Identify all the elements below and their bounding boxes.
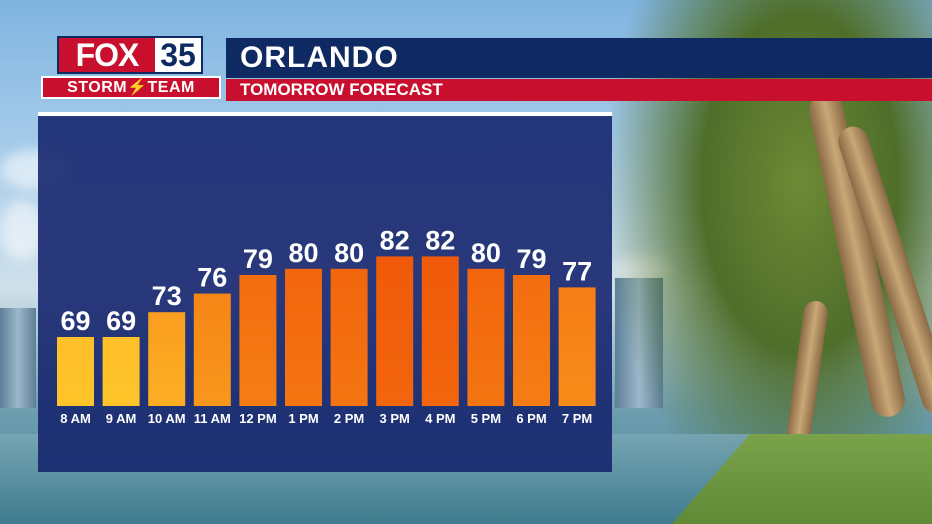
value-label: 82 bbox=[425, 225, 455, 255]
tick-label: 11 AM bbox=[194, 411, 231, 426]
bar-7-pm bbox=[558, 287, 596, 406]
value-label: 82 bbox=[380, 225, 410, 255]
logo-fox-text: FOX bbox=[59, 38, 155, 72]
cloud bbox=[0, 200, 45, 260]
tick-label: 1 PM bbox=[288, 411, 318, 426]
tick-label: 5 PM bbox=[471, 411, 501, 426]
storm-team-tagline: STORM⚡TEAM bbox=[41, 76, 221, 99]
tick-labels-group: 8 AM 9 AM 10 AM 11 AM 12 PM 1 PM 2 PM 3 PM 4 PM 5… bbox=[60, 411, 592, 426]
value-label: 77 bbox=[562, 256, 592, 286]
location-title: ORLANDO bbox=[240, 41, 399, 74]
subtitle-bar: TOMORROW FORECAST bbox=[226, 79, 932, 101]
skyscraper bbox=[0, 308, 36, 408]
value-label: 69 bbox=[106, 306, 136, 336]
tick-label: 7 PM bbox=[562, 411, 592, 426]
chart-panel: 69 69 73 76 79 80 80 82 82 80 79 77 8 AM 9 AM 10 AM 11… bbox=[38, 116, 612, 472]
value-label: 73 bbox=[152, 281, 182, 311]
value-label: 80 bbox=[471, 238, 501, 268]
logo-channel-number: 35 bbox=[160, 37, 196, 73]
tick-label: 8 AM bbox=[60, 411, 91, 426]
tick-label: 10 AM bbox=[148, 411, 186, 426]
value-label: 76 bbox=[197, 263, 227, 293]
bar-1-pm bbox=[285, 268, 322, 406]
bar-12-pm bbox=[239, 275, 277, 406]
bar-8-am bbox=[57, 337, 94, 406]
value-label: 79 bbox=[516, 244, 546, 274]
panel-top-rule bbox=[38, 112, 612, 117]
bar-4-pm bbox=[421, 256, 459, 406]
bar-9-am bbox=[102, 337, 140, 406]
tick-label: 6 PM bbox=[516, 411, 546, 426]
bar-6-pm bbox=[513, 275, 550, 406]
value-label: 80 bbox=[334, 238, 364, 268]
title-bar: ORLANDO bbox=[226, 38, 932, 78]
tick-label: 12 PM bbox=[239, 411, 277, 426]
value-label: 69 bbox=[60, 306, 90, 336]
bar-2-pm bbox=[330, 268, 368, 406]
forecast-subtitle: TOMORROW FORECAST bbox=[240, 80, 443, 99]
value-label: 79 bbox=[243, 244, 273, 274]
bar-11-am bbox=[193, 293, 231, 406]
bar-5-pm bbox=[467, 268, 505, 406]
tick-label: 9 AM bbox=[106, 411, 137, 426]
station-logo: FOX 35 bbox=[57, 36, 203, 74]
value-labels-group: 69 69 73 76 79 80 80 82 82 80 79 77 bbox=[60, 225, 592, 336]
bars-group bbox=[57, 256, 596, 406]
bar-3-pm bbox=[376, 256, 414, 406]
tick-label: 4 PM bbox=[425, 411, 455, 426]
tick-label: 2 PM bbox=[334, 411, 364, 426]
bar-10-am bbox=[148, 312, 186, 406]
temperature-bar-chart: 69 69 73 76 79 80 80 82 82 80 79 77 8 AM 9 AM 10 AM 11… bbox=[57, 225, 596, 426]
value-label: 80 bbox=[288, 238, 318, 268]
tick-label: 3 PM bbox=[380, 411, 410, 426]
